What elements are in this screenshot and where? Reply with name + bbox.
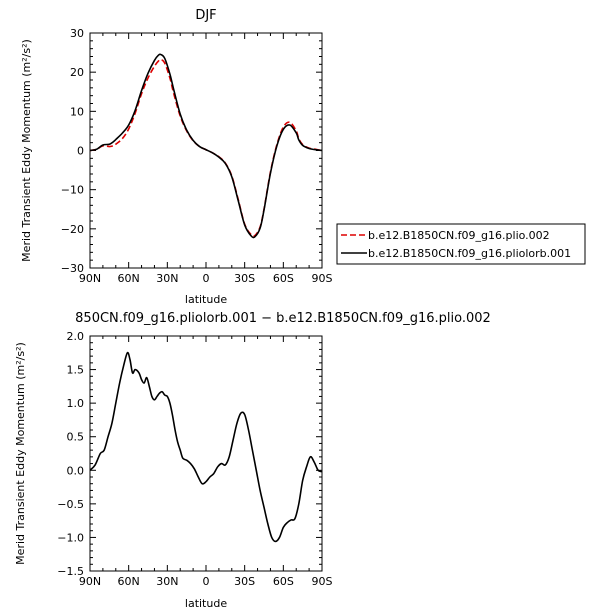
y-tick-label: 0.5: [67, 431, 85, 444]
y-tick-label: −10: [61, 184, 84, 197]
plot-frame: [89, 335, 323, 572]
x-axis-label: latitude: [185, 293, 227, 306]
y-tick-label: −1.0: [57, 531, 84, 544]
x-tick-label: 30S: [234, 272, 255, 285]
y-tick-label: 10: [70, 105, 84, 118]
x-tick-label: 60S: [273, 575, 294, 588]
y-tick-label: 0: [77, 145, 84, 158]
y-tick-label: −1.5: [57, 565, 84, 578]
x-tick-label: 60N: [118, 272, 140, 285]
legend-entry: b.e12.B1850CN.f09_g16.plio.002: [368, 229, 550, 242]
y-tick-label: 2.0: [67, 330, 85, 343]
x-tick-label: 60N: [118, 575, 140, 588]
y-tick-label: 20: [70, 66, 84, 79]
y-tick-label: 0.0: [67, 464, 85, 477]
x-tick-label: 30N: [156, 575, 178, 588]
x-tick-label: 30N: [156, 272, 178, 285]
x-tick-label: 0: [203, 272, 210, 285]
x-tick-label: 90N: [79, 575, 101, 588]
y-tick-label: 1.5: [67, 364, 85, 377]
y-axis-label: Merid Transient Eddy Momentum (m²/s²): [14, 342, 27, 565]
y-tick-label: 30: [70, 27, 84, 40]
legend: b.e12.B1850CN.f09_g16.plio.002 b.e12.B185…: [336, 223, 586, 265]
chart-panel-2: 850CN.f09_g16.pliolorb.001 − b.e12.B1850…: [14, 311, 491, 610]
x-axis-label: latitude: [185, 597, 227, 610]
y-tick-label: −20: [61, 223, 84, 236]
x-tick-label: 90S: [312, 272, 333, 285]
chart-title: 850CN.f09_g16.pliolorb.001 − b.e12.B1850…: [75, 311, 491, 326]
x-tick-label: 60S: [273, 272, 294, 285]
chart-panel-1: DJF 90N 60N 30N 0 30S 60S 90S −30 −20 −10 0 10 20 30 la…: [20, 8, 586, 306]
legend-entry: b.e12.B1850CN.f09_g16.pliolorb.001: [368, 247, 571, 260]
x-tick-label: 90N: [79, 272, 101, 285]
x-tick-label: 30S: [234, 575, 255, 588]
y-tick-label: −0.5: [57, 498, 84, 511]
legend-box: [336, 223, 586, 265]
x-tick-label: 90S: [312, 575, 333, 588]
x-tick-label: 0: [203, 575, 210, 588]
series-line-plio-002: [90, 58, 322, 238]
series-line-difference: [90, 351, 322, 543]
chart-title: DJF: [195, 8, 216, 23]
y-tick-label: −30: [61, 262, 84, 275]
y-tick-label: 1.0: [67, 397, 85, 410]
series-line-pliolorb-001: [90, 53, 322, 239]
y-axis-label: Merid Transient Eddy Momentum (m²/s²): [20, 39, 33, 262]
